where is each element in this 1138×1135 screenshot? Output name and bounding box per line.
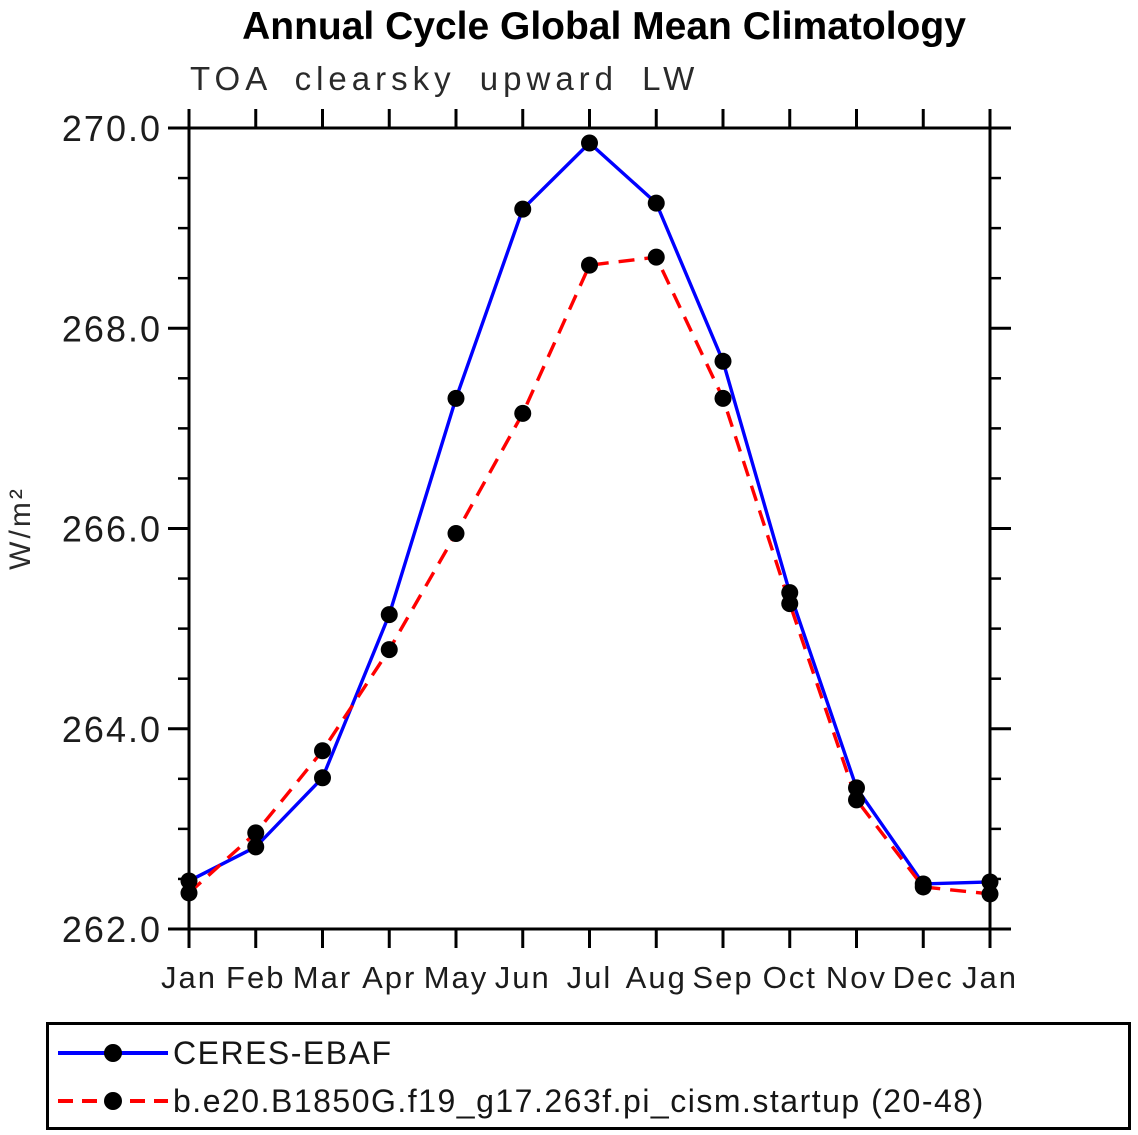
data-point-marker (848, 791, 865, 809)
data-point-marker (981, 873, 999, 891)
x-tick-label: Feb (226, 960, 285, 995)
x-tick-label: Nov (826, 960, 887, 995)
legend-label: b.e20.B1850G.f19_g17.263f.pi_cism.startu… (173, 1082, 985, 1119)
data-point-marker (848, 779, 865, 797)
data-point-marker (781, 595, 799, 613)
x-tick-label: Apr (362, 960, 416, 995)
data-point-marker (581, 134, 598, 152)
data-point-marker (514, 404, 532, 422)
data-point-marker (581, 256, 598, 274)
x-tick-label: Mar (293, 960, 352, 995)
data-point-marker (514, 200, 532, 218)
chart-subtitle: TOA clearsky upward LW (190, 60, 700, 97)
data-point-marker (247, 824, 265, 842)
data-point-marker (447, 389, 465, 407)
data-point-marker (647, 248, 665, 266)
series-line (188, 140, 991, 886)
data-point-marker (914, 878, 932, 896)
legend-line-swatch-solid (58, 1044, 168, 1062)
chart-title: Annual Cycle Global Mean Climatology (242, 5, 966, 48)
x-tick-label: Jul (567, 960, 613, 995)
x-tick-label: Oct (763, 960, 817, 995)
data-point-marker (180, 872, 198, 890)
data-point-marker (714, 389, 732, 407)
data-point-marker (380, 641, 398, 659)
x-tick-label: Jan (161, 960, 217, 995)
data-point-marker (314, 769, 331, 787)
series-group (180, 134, 999, 903)
data-point-marker (180, 884, 198, 902)
y-tick-label: 262.0 (62, 909, 162, 950)
data-point-marker (981, 885, 999, 903)
data-point-marker (247, 838, 265, 856)
y-tick-label: 268.0 (62, 308, 162, 349)
y-tick-label: 264.0 (62, 709, 162, 750)
legend-item-ceres: CERES-EBAF (55, 1035, 392, 1071)
x-tick-label: Sep (692, 960, 753, 995)
x-tick-label: Aug (626, 960, 687, 995)
data-point-marker (314, 742, 331, 760)
data-point-marker (447, 525, 465, 543)
data-point-marker (380, 606, 398, 624)
x-tick-label: Jan (962, 960, 1018, 995)
y-tick-label: 266.0 (62, 509, 162, 550)
y-tick-label: 270.0 (62, 108, 162, 149)
legend-line-swatch-dashed (58, 1092, 168, 1110)
x-tick-label: May (424, 960, 489, 995)
axes-group: 262.0 264.0 266.0 268.0 270.0 Jan Feb Mar Apr May… (62, 108, 1018, 995)
legend-item-model: b.e20.B1850G.f19_g17.263f.pi_cism.startu… (55, 1083, 985, 1119)
series-line (187, 255, 991, 896)
data-point-marker (647, 194, 665, 212)
data-point-marker (714, 352, 732, 370)
legend-label: CERES-EBAF (173, 1034, 393, 1071)
legend-box: CERES-EBAF b.e20.B1850G.f19_g17.263f.pi_… (46, 1022, 1131, 1130)
x-tick-label: Dec (893, 960, 954, 995)
x-tick-label: Jun (495, 960, 551, 995)
